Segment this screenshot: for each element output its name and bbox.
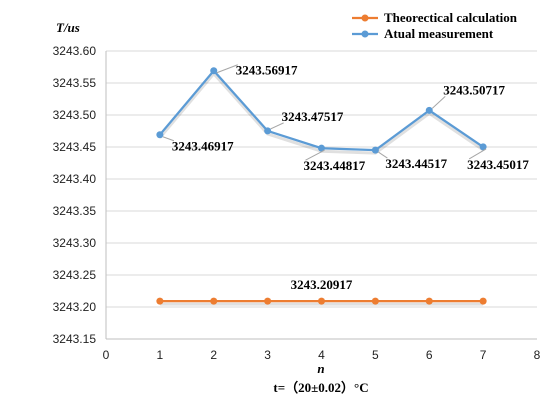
data-point	[425, 106, 433, 114]
legend-label: Atual measurement	[384, 26, 494, 41]
y-tick-label: 3243.20	[53, 300, 97, 314]
x-tick-label: 5	[372, 348, 379, 362]
x-tick-label: 2	[210, 348, 217, 362]
legend-marker	[361, 14, 369, 22]
data-point	[371, 297, 379, 305]
data-point	[156, 131, 164, 139]
data-point	[210, 297, 218, 305]
y-tick-label: 3243.25	[53, 268, 97, 282]
label-leader-line	[216, 64, 238, 74]
data-point	[264, 297, 272, 305]
legend-label: Theorectical calculation	[384, 10, 518, 25]
data-label: 3243.44517	[385, 156, 447, 171]
x-tick-labels: 0 1 2 3 4 5 6 7 8	[103, 348, 541, 362]
label-leader-line	[305, 149, 325, 161]
y-tick-label: 3243.60	[53, 44, 97, 58]
x-tick-label: 1	[157, 348, 164, 362]
x-tick-label: 3	[264, 348, 271, 362]
data-point	[318, 297, 325, 305]
data-point	[479, 143, 487, 151]
axes	[105, 51, 537, 340]
data-point	[318, 144, 325, 152]
data-point	[210, 67, 218, 75]
y-axis-title: T/us	[56, 20, 80, 35]
data-point	[479, 297, 487, 305]
label-leader-line	[468, 148, 487, 160]
data-point	[156, 297, 164, 305]
series	[156, 67, 487, 306]
label-leader-line	[378, 151, 388, 159]
data-label: 3243.46917	[172, 139, 234, 154]
label-leader-line	[431, 96, 446, 109]
data-label: 3243.45017	[467, 157, 529, 172]
y-tick-label: 3243.15	[53, 332, 97, 346]
y-tick-labels: 3243.15 3243.20 3243.25 3243.30 3243.35 3243.…	[53, 44, 97, 346]
y-tick-label: 3243.30	[53, 236, 97, 250]
y-tick-label: 3243.50	[53, 108, 97, 122]
x-axis-title: n	[317, 361, 324, 376]
temperature-footnote: t=（20±0.02）°C	[273, 380, 368, 395]
y-tick-label: 3243.45	[53, 140, 97, 154]
data-point	[425, 297, 433, 305]
y-tick-label: 3243.55	[53, 76, 97, 90]
label-leader-line	[270, 122, 284, 130]
data-label: 3243.44817	[304, 158, 366, 173]
data-labels: 3243.20917 3243.46917 3243.56917 3243.47517…	[162, 63, 529, 292]
data-label: 3243.47517	[282, 109, 344, 124]
data-label: 3243.20917	[291, 277, 353, 292]
legend-marker	[361, 30, 369, 38]
data-point	[264, 127, 272, 135]
data-label: 3243.50717	[443, 82, 505, 97]
x-tick-label: 7	[480, 348, 487, 362]
label-leader-line	[162, 136, 175, 142]
data-label: 3243.56917	[236, 63, 298, 78]
x-tick-label: 4	[318, 348, 325, 362]
y-tick-label: 3243.40	[53, 172, 97, 186]
data-point	[371, 146, 379, 154]
x-tick-label: 6	[426, 348, 433, 362]
x-tick-label: 0	[103, 348, 110, 362]
y-tick-label: 3243.35	[53, 204, 97, 218]
x-tick-label: 8	[534, 348, 541, 362]
